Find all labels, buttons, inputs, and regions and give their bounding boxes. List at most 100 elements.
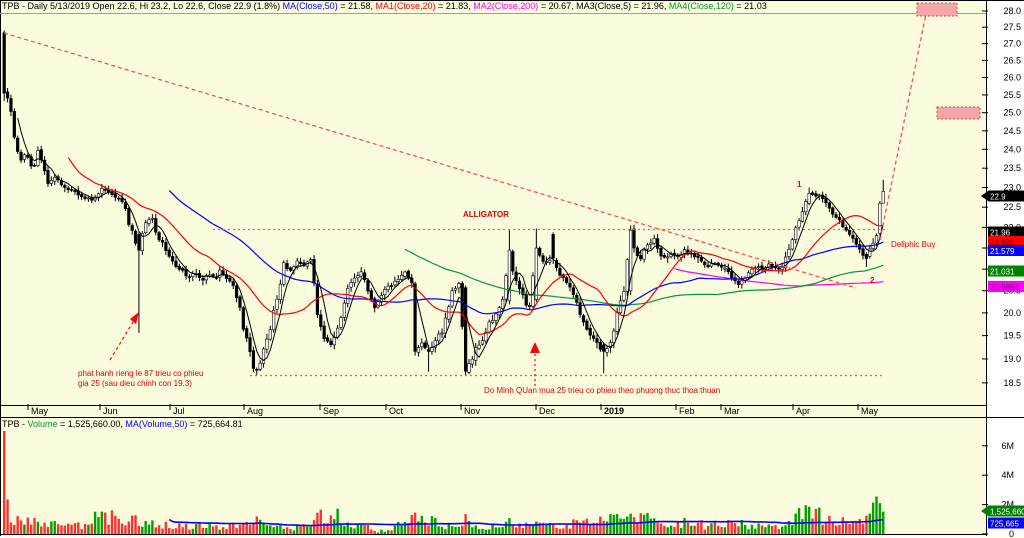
volume-bar [774,525,777,534]
volume-bar [353,528,356,534]
candle-body [659,247,663,257]
volume-bar [818,507,821,534]
candle-body [736,280,741,285]
volume-bar [679,527,683,534]
candle-body [868,248,872,257]
candle-body [403,271,407,277]
candle-body [184,268,188,277]
candle-body [19,151,23,161]
candle-body [447,306,451,320]
candle-body [433,340,437,348]
badge-bg [988,245,1024,256]
volume-bar [622,518,626,534]
volume-bar [386,530,390,534]
volume-bar [427,525,430,534]
volume-bar [686,522,690,534]
badge-bg [988,190,1024,202]
volume-bar [851,521,855,534]
volume-bar [124,525,127,534]
volume-bar [285,527,289,534]
date-label: Aug [247,406,263,416]
volume-bar [824,521,828,534]
candle-body [349,282,353,288]
badge-bg [988,236,1024,247]
candle-body [160,240,165,243]
candle-body [278,283,282,301]
candle-body [854,238,858,245]
volume-bar [589,523,592,534]
candle-body [851,234,855,239]
candle-body [487,321,491,333]
volume-bar [690,525,693,534]
volume-pane[interactable] [3,424,885,534]
candle-body [117,197,121,200]
volume-bar [235,527,238,534]
candle-body [814,193,818,197]
candle-body [507,249,512,302]
volume-bar [646,512,649,534]
volume-bar [312,520,316,534]
volume-bar [269,525,272,534]
candle-body [49,179,53,184]
candle-body [356,275,360,279]
candle-body [369,290,373,300]
volume-bar [868,513,871,534]
volume-bar [447,523,450,534]
candle-body [591,335,596,339]
candle-body [605,348,609,353]
volume-bar [144,520,147,534]
candle-body [581,315,586,323]
volume-pane-title: TPB - Volume = 1,525,660.00, MA(Volume,5… [2,419,982,430]
volume-bar [727,520,730,534]
candle-body [201,278,205,281]
candle-body [73,189,77,192]
volume-bar [40,526,43,534]
candle-body [83,196,87,199]
volume-bar [723,527,727,534]
candle-body [123,201,128,209]
volume-bar [127,521,131,534]
badge-bg [988,226,1024,238]
volume-bar [424,522,427,534]
volume-bar [831,522,834,534]
annotation-text: Do Minh QUan mua 25 trieu co phieu theo … [484,386,720,395]
candle-body [295,260,299,268]
candle-body [400,274,404,280]
volume-bar [784,525,787,534]
volume-bar [568,528,572,534]
volume-bar [821,524,824,534]
volume-bar [781,526,784,534]
candle-body [494,313,498,321]
volume-bar [349,527,353,534]
candle-body [130,225,134,231]
candle-body [383,289,387,296]
candle-body [238,296,242,308]
volume-bar [43,522,46,534]
volume-bar [232,523,235,534]
volume-bar [343,525,346,534]
candle-body [864,253,869,259]
volume-bar [595,522,599,534]
price-pane[interactable] [2,30,885,376]
volume-bar [326,523,329,534]
volume-bar [333,519,336,534]
volume-bar [504,521,508,534]
volume-bar [26,517,29,534]
volume-bar [107,524,110,534]
volume-bar [848,524,851,534]
candle-body [144,222,148,234]
date-label: May [861,406,879,416]
volume-tick-label: 6M [1001,441,1014,451]
candle-body [645,244,650,250]
candle-body [396,279,400,282]
candle-body [218,269,222,278]
volume-bar [676,521,679,534]
volume-bar [693,525,696,534]
annotation-arrow-head-1 [130,312,139,324]
volume-bar [551,524,555,534]
volume-bar [3,431,6,534]
date-label: Jul [173,406,185,416]
candle-body [649,242,653,245]
candle-body [831,207,835,215]
